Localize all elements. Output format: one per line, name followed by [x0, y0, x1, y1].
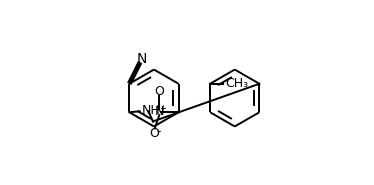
Text: +: +: [159, 105, 166, 113]
Text: N: N: [137, 52, 147, 66]
Text: O: O: [154, 85, 164, 98]
Text: O: O: [149, 127, 159, 140]
Text: CH₃: CH₃: [225, 77, 248, 90]
Text: N: N: [154, 105, 164, 118]
Text: NH: NH: [142, 104, 161, 117]
Text: -: -: [156, 125, 161, 138]
